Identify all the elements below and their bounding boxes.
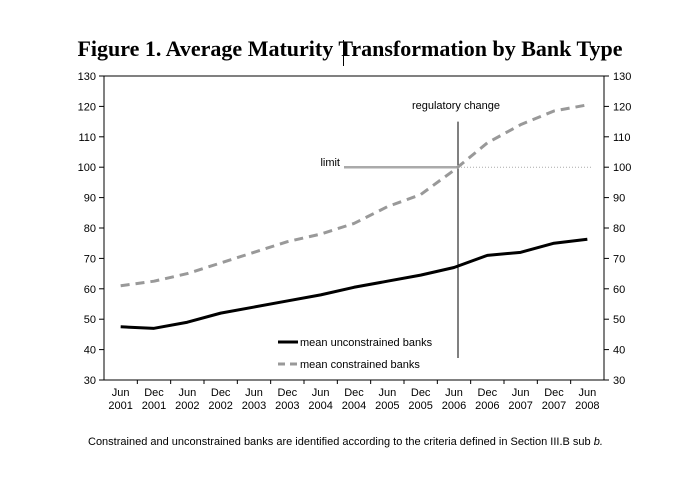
x-tick-label-month: Jun xyxy=(445,387,463,399)
y-tick-label-left: 70 xyxy=(84,253,96,265)
x-tick-label-month: Dec xyxy=(344,387,364,399)
x-tick-label-year: 2003 xyxy=(275,400,299,412)
footnote-italic: b. xyxy=(593,436,603,448)
y-tick-label-left: 120 xyxy=(78,101,96,113)
y-tick-label-left: 130 xyxy=(78,71,96,83)
y-tick-label-left: 60 xyxy=(84,284,96,296)
legend: mean unconstrained banks mean constrained… xyxy=(278,337,433,371)
y-tick-label-right: 30 xyxy=(613,375,625,387)
y-tick-label-right: 50 xyxy=(613,314,625,326)
y-tick-label-left: 110 xyxy=(78,132,96,144)
x-tick-label-year: 2004 xyxy=(308,400,332,412)
x-tick-label-year: 2004 xyxy=(342,400,366,412)
x-tick-label-month: Jun xyxy=(312,387,330,399)
limit-label: limit xyxy=(320,157,340,169)
x-tick-label-month: Dec xyxy=(211,387,231,399)
x-tick-label-month: Dec xyxy=(144,387,164,399)
text-cursor xyxy=(343,40,344,66)
x-tick-label-month: Jun xyxy=(178,387,196,399)
x-tick-label-month: Dec xyxy=(278,387,298,399)
legend-label-0: mean unconstrained banks xyxy=(300,337,433,349)
x-tick-label-month: Jun xyxy=(512,387,530,399)
x-tick-label-month: Dec xyxy=(544,387,564,399)
y-tick-label-left: 40 xyxy=(84,345,96,357)
y-tick-label-right: 80 xyxy=(613,223,625,235)
y-tick-label-right: 90 xyxy=(613,193,625,205)
footnote-text: Constrained and unconstrained banks are … xyxy=(88,436,594,448)
x-tick-label-year: 2006 xyxy=(442,400,466,412)
x-tick-label-year: 2005 xyxy=(375,400,399,412)
y-tick-label-left: 30 xyxy=(84,375,96,387)
y-tick-label-right: 120 xyxy=(613,101,631,113)
x-tick-label-year: 2008 xyxy=(575,400,599,412)
x-tick-label-year: 2002 xyxy=(208,400,232,412)
series-lines xyxy=(120,103,588,330)
y-tick-label-right: 130 xyxy=(613,71,631,83)
x-tick-label-year: 2007 xyxy=(542,400,566,412)
y-tick-label-left: 50 xyxy=(84,314,96,326)
axes: 30 30 40 40 50 50 60 60 70 70 80 80 90 90 100 100 110 110… xyxy=(78,71,632,412)
y-tick-label-right: 110 xyxy=(613,132,631,144)
x-tick-label-month: Dec xyxy=(478,387,498,399)
regulatory-change-label: regulatory change xyxy=(412,100,500,112)
x-tick-label-year: 2001 xyxy=(142,400,166,412)
x-tick-label-month: Jun xyxy=(578,387,596,399)
plot-frame xyxy=(103,75,605,381)
series-line-1 xyxy=(120,103,588,288)
x-tick-label-month: Jun xyxy=(378,387,396,399)
annotations: regulatory change limit xyxy=(320,100,592,358)
x-tick-label-year: 2006 xyxy=(475,400,499,412)
y-tick-label-right: 70 xyxy=(613,253,625,265)
y-tick-label-right: 40 xyxy=(613,345,625,357)
y-tick-label-right: 100 xyxy=(613,162,631,174)
x-tick-label-year: 2003 xyxy=(242,400,266,412)
x-tick-label-year: 2002 xyxy=(175,400,199,412)
legend-label-1: mean constrained banks xyxy=(300,359,420,371)
footnote: Constrained and unconstrained banks are … xyxy=(88,434,628,450)
x-tick-label-month: Jun xyxy=(112,387,130,399)
series-line-0 xyxy=(120,237,588,330)
y-tick-label-left: 90 xyxy=(84,193,96,205)
y-tick-label-right: 60 xyxy=(613,284,625,296)
y-tick-label-left: 100 xyxy=(78,162,96,174)
x-tick-label-year: 2001 xyxy=(108,400,132,412)
chart-title: Figure 1. Average Maturity Transformatio… xyxy=(77,36,623,61)
x-tick-label-month: Dec xyxy=(411,387,431,399)
x-tick-label-month: Jun xyxy=(245,387,263,399)
x-tick-label-year: 2005 xyxy=(408,400,432,412)
x-tick-label-year: 2007 xyxy=(508,400,532,412)
y-tick-label-left: 80 xyxy=(84,223,96,235)
